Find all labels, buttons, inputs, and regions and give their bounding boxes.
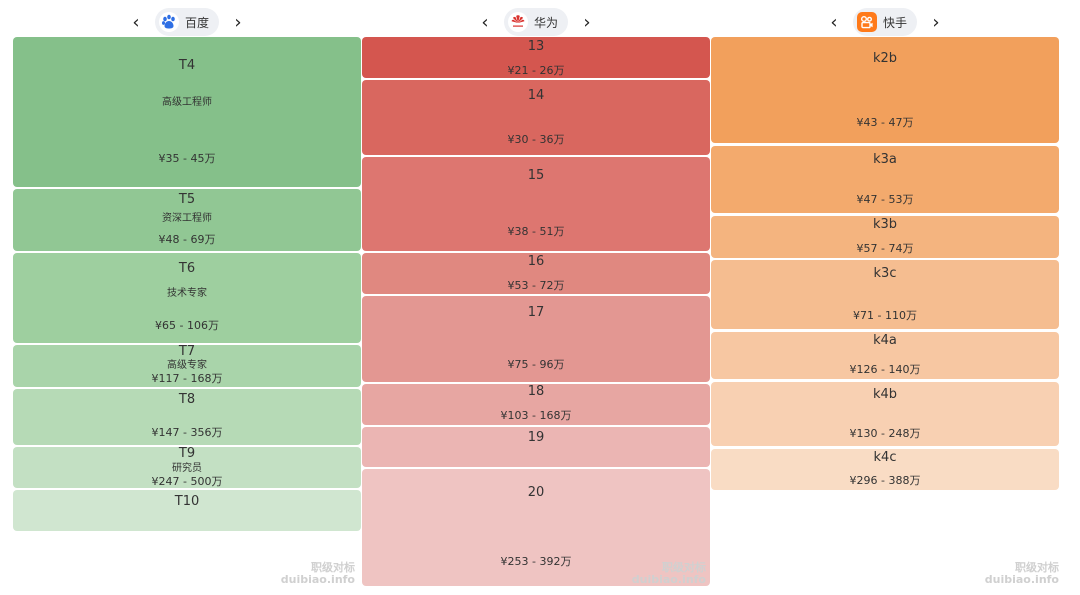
level-salary: ¥43 - 47万	[856, 116, 914, 129]
baidu-paw-icon	[158, 12, 179, 32]
company-selector[interactable]: 华为	[503, 8, 568, 36]
level-title: 高级工程师	[162, 97, 212, 108]
watermark-line: duibiao.info	[631, 573, 706, 586]
level-salary: ¥147 - 356万	[151, 426, 223, 439]
level-block[interactable]: 19	[362, 427, 710, 467]
level-block[interactable]: T8 ¥147 - 356万	[13, 389, 361, 445]
company-selector[interactable]: 百度	[154, 8, 219, 36]
level-salary: ¥30 - 36万	[507, 133, 565, 146]
next-company-arrow-icon[interactable]: ›	[583, 11, 591, 33]
level-block[interactable]: k4c ¥296 - 388万	[711, 449, 1059, 490]
level-name: T10	[174, 494, 200, 509]
huawei-flower-icon	[507, 12, 528, 32]
company-column-huawei: ‹ 华为 › 13 ¥21 - 26万 14	[362, 0, 710, 595]
prev-company-arrow-icon[interactable]: ‹	[132, 11, 140, 33]
watermark: 职级对标 duibiao.info	[281, 562, 355, 586]
level-block[interactable]: T4 高级工程师 ¥35 - 45万	[13, 37, 361, 187]
level-salary: ¥247 - 500万	[151, 475, 223, 488]
level-name: 17	[527, 305, 545, 320]
prev-company-arrow-icon[interactable]: ‹	[830, 11, 838, 33]
level-salary: ¥103 - 168万	[500, 409, 572, 422]
level-salary: ¥253 - 392万	[500, 555, 572, 568]
level-block[interactable]: k3b ¥57 - 74万	[711, 216, 1059, 258]
company-header: ‹ 快手 ›	[711, 8, 1059, 36]
level-block[interactable]: 14 ¥30 - 36万	[362, 80, 710, 155]
level-name: T4	[178, 58, 196, 73]
level-salary: ¥65 - 106万	[155, 319, 219, 332]
level-block[interactable]: 18 ¥103 - 168万	[362, 384, 710, 425]
kuaishou-logo-icon	[856, 12, 877, 32]
level-name: k2b	[872, 51, 898, 66]
level-title: 研究员	[172, 463, 202, 474]
company-selector[interactable]: 快手	[852, 8, 917, 36]
level-name: 16	[527, 254, 545, 269]
level-name: 19	[527, 430, 545, 445]
level-salary: ¥48 - 69万	[158, 233, 216, 246]
level-salary: ¥21 - 26万	[507, 64, 565, 77]
company-name: 百度	[184, 15, 209, 30]
watermark: 职级对标 duibiao.info	[985, 562, 1059, 586]
level-name: T6	[178, 261, 196, 276]
level-block[interactable]: T6 技术专家 ¥65 - 106万	[13, 253, 361, 343]
level-title: 资深工程师	[162, 213, 212, 224]
level-salary: ¥71 - 110万	[853, 309, 917, 322]
next-company-arrow-icon[interactable]: ›	[932, 11, 940, 33]
company-name: 快手	[882, 15, 907, 30]
level-salary: ¥117 - 168万	[151, 372, 223, 385]
level-block[interactable]: k2b ¥43 - 47万	[711, 37, 1059, 143]
level-block[interactable]: k3a ¥47 - 53万	[711, 146, 1059, 213]
company-name: 华为	[533, 15, 558, 30]
level-block[interactable]: 13 ¥21 - 26万	[362, 37, 710, 78]
level-block[interactable]: k4a ¥126 - 140万	[711, 332, 1059, 379]
level-name: k4c	[873, 450, 897, 465]
level-block[interactable]: T5 资深工程师 ¥48 - 69万	[13, 189, 361, 251]
level-block[interactable]: k3c ¥71 - 110万	[711, 260, 1059, 329]
level-title: 技术专家	[167, 288, 207, 299]
level-name: k4a	[873, 333, 897, 348]
level-name: T8	[178, 392, 196, 407]
watermark-line: 职级对标	[311, 561, 355, 574]
watermark: 职级对标 duibiao.info	[632, 562, 706, 586]
level-block[interactable]: T7 高级专家 ¥117 - 168万	[13, 345, 361, 387]
level-salary: ¥35 - 45万	[158, 152, 216, 165]
level-name: k3a	[873, 152, 897, 167]
level-salary: ¥47 - 53万	[856, 193, 914, 206]
level-salary: ¥75 - 96万	[507, 358, 565, 371]
level-name: 20	[527, 485, 545, 500]
level-name: k4b	[872, 387, 898, 402]
level-salary: ¥126 - 140万	[849, 363, 921, 376]
level-block[interactable]: 15 ¥38 - 51万	[362, 157, 710, 251]
next-company-arrow-icon[interactable]: ›	[234, 11, 242, 33]
level-salary: ¥296 - 388万	[849, 474, 921, 487]
level-block[interactable]: 17 ¥75 - 96万	[362, 296, 710, 382]
level-block[interactable]: T9 研究员 ¥247 - 500万	[13, 447, 361, 488]
company-header: ‹ 华为 ›	[362, 8, 710, 36]
level-name: 15	[527, 168, 545, 183]
level-block[interactable]: 20 ¥253 - 392万	[362, 469, 710, 586]
watermark-line: 职级对标	[662, 561, 706, 574]
level-name: T5	[178, 192, 196, 207]
level-salary: ¥38 - 51万	[507, 225, 565, 238]
level-name: k3b	[872, 217, 898, 232]
level-block[interactable]: T10	[13, 490, 361, 531]
watermark-line: duibiao.info	[280, 573, 355, 586]
level-name: T9	[178, 447, 196, 461]
level-salary: ¥53 - 72万	[507, 279, 565, 292]
level-salary: ¥130 - 248万	[849, 427, 921, 440]
prev-company-arrow-icon[interactable]: ‹	[481, 11, 489, 33]
level-name: 18	[527, 384, 545, 399]
watermark-line: 职级对标	[1015, 561, 1059, 574]
watermark-line: duibiao.info	[984, 573, 1059, 586]
level-name: k3c	[873, 266, 897, 281]
level-name: 14	[527, 88, 545, 103]
level-title: 高级专家	[167, 360, 207, 371]
company-column-baidu: ‹ 百度 › T4 高级工程师 ¥35 - 45万 T5 资深工程师 ¥48 -…	[13, 0, 361, 595]
level-block[interactable]: k4b ¥130 - 248万	[711, 382, 1059, 446]
level-block[interactable]: 16 ¥53 - 72万	[362, 253, 710, 294]
company-header: ‹ 百度 ›	[13, 8, 361, 36]
level-name: T7	[178, 345, 196, 359]
company-column-kuaishou: ‹ 快手 › k2b ¥43 - 47万 k3a ¥47 - 53万 k3b ¥…	[711, 0, 1059, 595]
level-name: 13	[527, 39, 545, 54]
level-salary: ¥57 - 74万	[856, 242, 914, 255]
